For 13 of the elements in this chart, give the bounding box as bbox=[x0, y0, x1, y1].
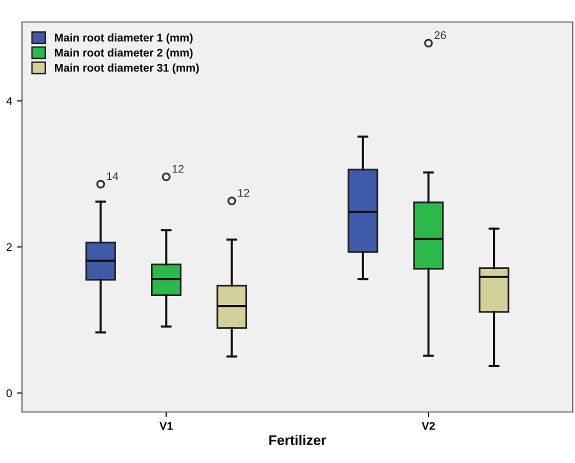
annotation: 12 bbox=[238, 189, 250, 197]
x-axis-title: Fertilizer bbox=[269, 434, 326, 446]
x-tick-label: V1 bbox=[160, 422, 173, 430]
annotation: 26 bbox=[434, 31, 446, 40]
legend-label: Main root diameter 31 (mm) bbox=[54, 64, 199, 74]
annotation: 12 bbox=[172, 164, 184, 173]
y-tick-label: 2 bbox=[6, 243, 12, 251]
x-tick-label: V2 bbox=[422, 422, 435, 430]
legend-label: Main root diameter 1 (mm) bbox=[54, 33, 193, 44]
y-tick-label: 0 bbox=[6, 389, 12, 398]
legend-label: Main root diameter 2 (mm) bbox=[54, 48, 193, 59]
annotation: 14 bbox=[107, 172, 118, 180]
y-tick-label: 4 bbox=[6, 97, 12, 105]
